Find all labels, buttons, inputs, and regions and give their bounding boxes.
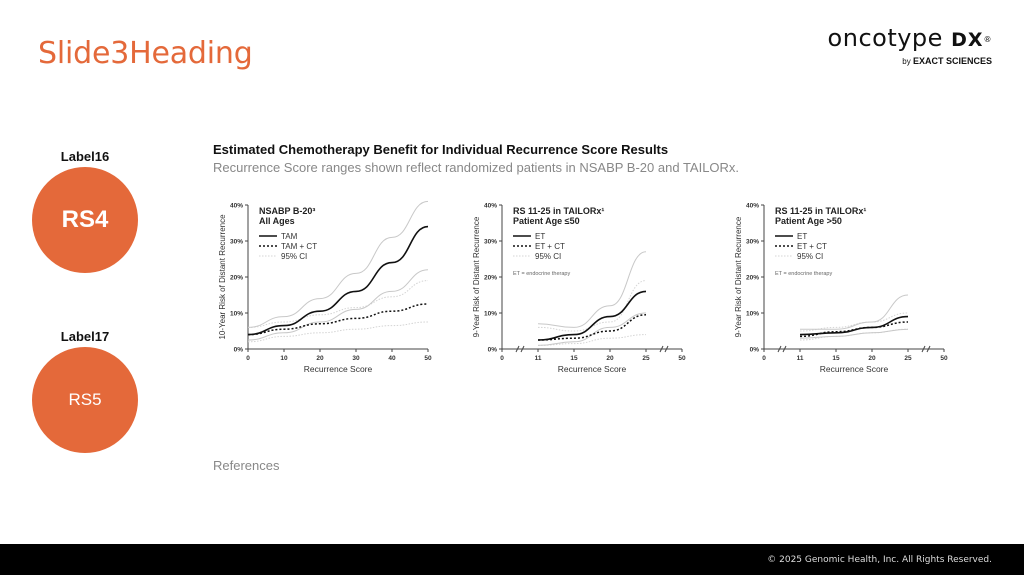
series-line-et (799, 315, 909, 336)
legend-entry: ET + CT (797, 242, 827, 251)
x-tick-label: 20 (606, 355, 614, 362)
x-tick-label: 15 (570, 355, 578, 362)
chart-subtitle: Recurrence Score ranges shown reflect ra… (213, 160, 740, 175)
series-line-95-ci (537, 280, 647, 332)
badge-label-1: Label16 (60, 149, 110, 164)
legend-entry: 95% CI (797, 252, 823, 261)
x-tick-label: 0 (500, 355, 504, 362)
series-line-95-ci (800, 294, 909, 330)
y-tick-label: 20% (746, 275, 759, 282)
copyright-text: © 2025 Genomic Health, Inc. All Rights R… (767, 555, 992, 565)
series-line-et (537, 290, 647, 341)
series-line-95-ci (537, 312, 647, 346)
y-tick-label: 30% (230, 239, 243, 246)
logo-registered-mark: ® (983, 35, 992, 44)
y-axis-label: 9-Year Risk of Distant Recurrence (734, 216, 743, 337)
y-tick-label: 0% (488, 347, 498, 354)
logo-dx-text: DX (951, 29, 984, 51)
x-tick-label: 0 (762, 355, 766, 362)
y-axis-label: 9-Year Risk of Distant Recurrence (472, 216, 481, 337)
series-line-tam-ct (247, 303, 429, 336)
series-line-95-ci (247, 280, 429, 328)
oncotype-dx-logo: oncotype DX® by EXACT SCIENCES (828, 24, 992, 66)
y-tick-label: 0% (750, 347, 760, 354)
x-tick-label: 30 (352, 355, 360, 362)
rs5-badge: RS5 (32, 347, 138, 453)
y-tick-label: 30% (484, 239, 497, 246)
logo-byline: by EXACT SCIENCES (828, 56, 992, 66)
y-tick-label: 10% (484, 311, 497, 318)
legend-entry: ET (797, 232, 807, 241)
x-axis-label: Recurrence Score (558, 364, 627, 374)
x-tick-label: 20 (316, 355, 324, 362)
y-tick-label: 0% (234, 347, 244, 354)
series-line-95-ci (799, 328, 909, 339)
rs5-badge-text: RS5 (68, 390, 102, 409)
x-tick-label: 15 (832, 355, 840, 362)
series-line-95-ci (247, 321, 429, 343)
y-tick-label: 40% (484, 203, 497, 210)
axis-break-mark (515, 345, 525, 353)
x-tick-label: 40 (388, 355, 396, 362)
legend-entry: 95% CI (535, 252, 561, 261)
legend-entry: TAM + CT (281, 242, 317, 251)
panel-subtitle: All Ages (259, 216, 295, 226)
x-tick-label: 0 (246, 355, 250, 362)
logo-wordmark: oncotype DX® (828, 24, 992, 54)
slide-heading: Slide3Heading (38, 36, 253, 71)
x-axis-label: Recurrence Score (304, 364, 373, 374)
legend-entry: ET + CT (535, 242, 565, 251)
axis-break-mark (659, 345, 669, 353)
legend-entry: ET (535, 232, 545, 241)
panel-title: NSABP B-20³ (259, 206, 315, 216)
x-axis-label: Recurrence Score (820, 364, 889, 374)
y-tick-label: 20% (484, 275, 497, 282)
chart-panel-tailorx-young: 0% 10% 20% 30% 40% 0 11 15 20 25 50 Recurrence Scor… (472, 203, 686, 375)
x-tick-label: 50 (424, 355, 432, 362)
panel-note: ET = endocrine therapy (775, 271, 832, 277)
axis-break-mark (921, 345, 931, 353)
panel-subtitle: Patient Age >50 (775, 216, 842, 226)
x-tick-label: 20 (868, 355, 876, 362)
series-line-tam (247, 225, 429, 336)
rs4-badge-text: RS4 (61, 206, 109, 233)
x-tick-label: 10 (280, 355, 288, 362)
y-axis-label: 10-Year Risk of Distant Recurrence (218, 214, 227, 340)
references-link[interactable]: References (213, 458, 280, 473)
series-line-95-ci (247, 269, 429, 341)
panel-title: RS 11-25 in TAILORx¹ (513, 206, 604, 216)
series-line-95-ci (537, 251, 647, 328)
panel-title: RS 11-25 in TAILORx¹ (775, 206, 866, 216)
y-tick-label: 20% (230, 275, 243, 282)
y-tick-label: 30% (746, 239, 759, 246)
chart-panel-nsabp: 0% 10% 20% 30% 40% 0 10 20 30 40 50 Recurrence Scor… (218, 200, 432, 374)
axis-break-mark (777, 345, 787, 353)
panel-subtitle: Patient Age ≤50 (513, 216, 580, 226)
logo-main-text: oncotype (827, 24, 943, 52)
x-tick-label: 25 (904, 355, 912, 362)
x-tick-label: 50 (678, 355, 686, 362)
footer-bar: © 2025 Genomic Health, Inc. All Rights R… (0, 544, 1024, 575)
badge-label-2: Label17 (60, 329, 110, 344)
y-tick-label: 10% (230, 311, 243, 318)
chart-title: Estimated Chemotherapy Benefit for Indiv… (213, 142, 669, 157)
series-line-95-ci (247, 200, 429, 328)
y-tick-label: 10% (746, 311, 759, 318)
panel-note: ET = endocrine therapy (513, 271, 570, 277)
series-line-95-ci (799, 312, 909, 332)
logo-company-text: EXACT SCIENCES (912, 56, 992, 66)
x-tick-label: 11 (535, 355, 542, 362)
logo-by-text: by (902, 57, 911, 66)
y-tick-label: 40% (746, 203, 759, 210)
series-line-et-ct (537, 314, 647, 341)
x-tick-label: 25 (642, 355, 650, 362)
series-line-95-ci (537, 334, 647, 346)
chart-panel-tailorx-older: 0% 10% 20% 30% 40% 0 11 15 20 25 50 Recurrence Scor… (734, 203, 948, 375)
x-tick-label: 11 (797, 355, 804, 362)
rs4-badge: RS4 (32, 167, 138, 273)
x-tick-label: 50 (940, 355, 948, 362)
legend-entry: TAM (281, 232, 298, 241)
legend-entry: 95% CI (281, 252, 307, 261)
y-tick-label: 40% (230, 203, 243, 210)
